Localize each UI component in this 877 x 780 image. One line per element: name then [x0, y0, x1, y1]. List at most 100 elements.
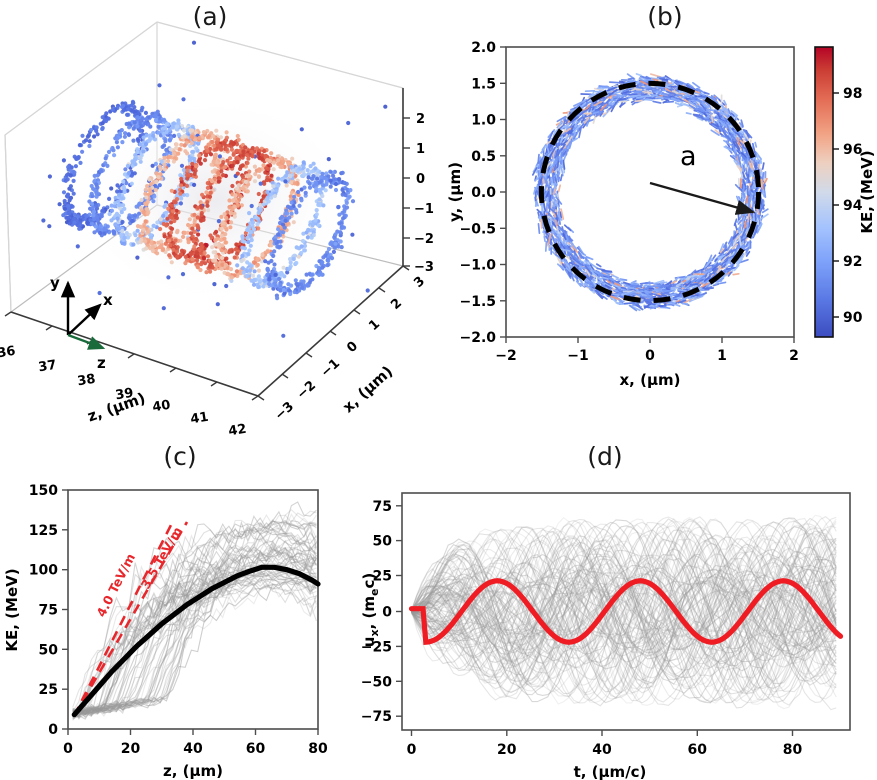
- svg-text:39: 39: [114, 386, 134, 404]
- svg-text:1.5: 1.5: [471, 76, 496, 92]
- svg-text:60: 60: [246, 741, 266, 757]
- svg-text:2: 2: [416, 112, 425, 127]
- panel-d-traces: [410, 514, 837, 711]
- panel-a-title: (a): [192, 2, 228, 31]
- svg-text:−1: −1: [414, 202, 434, 217]
- panel-b-yticklabels: 2.0 1.5 1.0 0.5 0.0 −0.5 −1.0 −1.5 −2.0: [459, 40, 496, 346]
- panel-b-title: (b): [647, 2, 683, 31]
- panel-c-frame: [67, 489, 319, 730]
- svg-text:20: 20: [121, 741, 141, 757]
- panel-d-yticklabels: 75 50 25 0 −25 −50 −75: [361, 499, 392, 725]
- panel-b-xticklabels: −2 −1 0 1 2: [495, 348, 799, 364]
- svg-text:−1: −1: [318, 356, 343, 380]
- svg-text:−50: −50: [361, 674, 392, 690]
- panel-c-xlabel: z, (μm): [163, 762, 223, 780]
- svg-text:−2: −2: [414, 232, 434, 247]
- svg-text:0: 0: [645, 348, 655, 364]
- svg-text:125: 125: [29, 523, 58, 539]
- panel-d-xticklabels: 0 20 40 60 80: [407, 742, 803, 758]
- triad-label-y: y: [50, 274, 60, 292]
- panel-b-yticks: [500, 46, 506, 338]
- axis-y-ticklabels: 2 1 0 −1 −2 −3: [414, 112, 434, 275]
- colorbar-label: KE, (MeV): [858, 150, 876, 233]
- svg-text:3: 3: [411, 274, 428, 291]
- panel-a-plot: 36 37 38 39 40 41 42 z, (µm) −3 −2 −1 0 …: [0, 21, 434, 440]
- dashed-circle: [538, 80, 762, 304]
- axis-triad: y x z: [50, 274, 113, 372]
- panel-d-frame: [401, 492, 851, 731]
- svg-text:80: 80: [308, 741, 328, 757]
- panel-d-xlabel: t, (μm/c): [574, 763, 647, 780]
- slope-line-3p5: [72, 521, 189, 717]
- svg-text:41: 41: [189, 410, 209, 428]
- axis-y-ticks: [403, 117, 410, 267]
- svg-text:20: 20: [497, 742, 517, 758]
- svg-text:0: 0: [344, 339, 361, 356]
- svg-text:40: 40: [592, 742, 612, 758]
- panel-b-plot: −2 −1 0 1 2 x, (μm) 2.0 1.5 1.0 0.5 0.0 −0.5 −1…: [446, 40, 876, 389]
- svg-text:−2.0: −2.0: [459, 330, 496, 346]
- radius-label: a: [680, 141, 697, 172]
- svg-text:1.0: 1.0: [471, 113, 496, 129]
- panel-b-xticks: [505, 337, 795, 343]
- panel-c-xticks: [67, 729, 319, 735]
- svg-text:−1.5: −1.5: [459, 294, 496, 310]
- slope-line-4p0: [72, 524, 173, 717]
- slope-reference-lines: [72, 521, 189, 717]
- svg-text:2: 2: [388, 296, 405, 313]
- svg-text:36: 36: [0, 344, 17, 362]
- svg-text:0: 0: [63, 741, 73, 757]
- svg-text:−1.0: −1.0: [459, 258, 496, 274]
- axis-z-ticklabels: 36 37 38 39 40 41 42: [0, 344, 248, 440]
- svg-text:25: 25: [373, 569, 392, 585]
- scatter-points: [41, 40, 388, 338]
- svg-text:2.0: 2.0: [471, 40, 496, 56]
- svg-text:40: 40: [151, 398, 171, 416]
- radius-annotation: a: [649, 141, 756, 215]
- mean-ux-curve: [408, 578, 844, 646]
- panel-b-xlabel: x, (μm): [620, 371, 681, 389]
- svg-text:−75: −75: [361, 709, 392, 725]
- colorbar: [814, 46, 834, 338]
- panel-b-ylabel: y, (μm): [446, 162, 464, 222]
- colorbar-ticklabels: 98 96 94 92 90: [843, 86, 863, 326]
- svg-text:−3: −3: [272, 399, 297, 423]
- svg-text:−2: −2: [495, 348, 516, 364]
- svg-text:96: 96: [843, 142, 862, 158]
- svg-text:80: 80: [783, 742, 803, 758]
- panel-d-yticks: [396, 505, 402, 717]
- svg-text:92: 92: [843, 254, 862, 270]
- svg-text:0.5: 0.5: [471, 149, 496, 165]
- svg-text:0: 0: [416, 172, 425, 187]
- svg-text:1: 1: [366, 317, 383, 334]
- mean-ke-curve: [71, 564, 321, 718]
- panel-c-ylabel: KE, (MeV): [3, 568, 21, 651]
- panel-d-ylabel: ux, (mec): [360, 573, 381, 647]
- panel-c-xticklabels: 0 20 40 60 80: [63, 741, 328, 757]
- svg-text:38: 38: [76, 372, 96, 390]
- panel-c-title: (c): [163, 442, 197, 471]
- svg-text:40: 40: [183, 741, 203, 757]
- svg-text:94: 94: [843, 198, 863, 214]
- svg-text:1: 1: [717, 348, 727, 364]
- svg-text:50: 50: [39, 642, 59, 658]
- svg-text:60: 60: [688, 742, 708, 758]
- svg-text:37: 37: [37, 358, 57, 376]
- svg-text:0: 0: [382, 605, 392, 621]
- svg-text:150: 150: [29, 483, 58, 499]
- svg-text:0: 0: [407, 742, 417, 758]
- quiver-arrows: [531, 73, 769, 312]
- svg-text:98: 98: [843, 86, 862, 102]
- svg-text:90: 90: [843, 310, 863, 326]
- svg-text:1: 1: [416, 142, 425, 157]
- svg-text:0.0: 0.0: [471, 185, 496, 201]
- svg-text:25: 25: [39, 682, 58, 698]
- panel-d: (d) 0 20 40 60 80 t, (μm/c) 75 50 25 0 −25 −50 …: [360, 440, 877, 780]
- svg-text:−0.5: −0.5: [459, 221, 496, 237]
- colorbar-ticks: [833, 92, 839, 318]
- panel-c-traces: [72, 501, 317, 721]
- svg-text:−3: −3: [414, 260, 434, 275]
- svg-text:−2: −2: [294, 378, 319, 402]
- svg-text:−1: −1: [567, 348, 588, 364]
